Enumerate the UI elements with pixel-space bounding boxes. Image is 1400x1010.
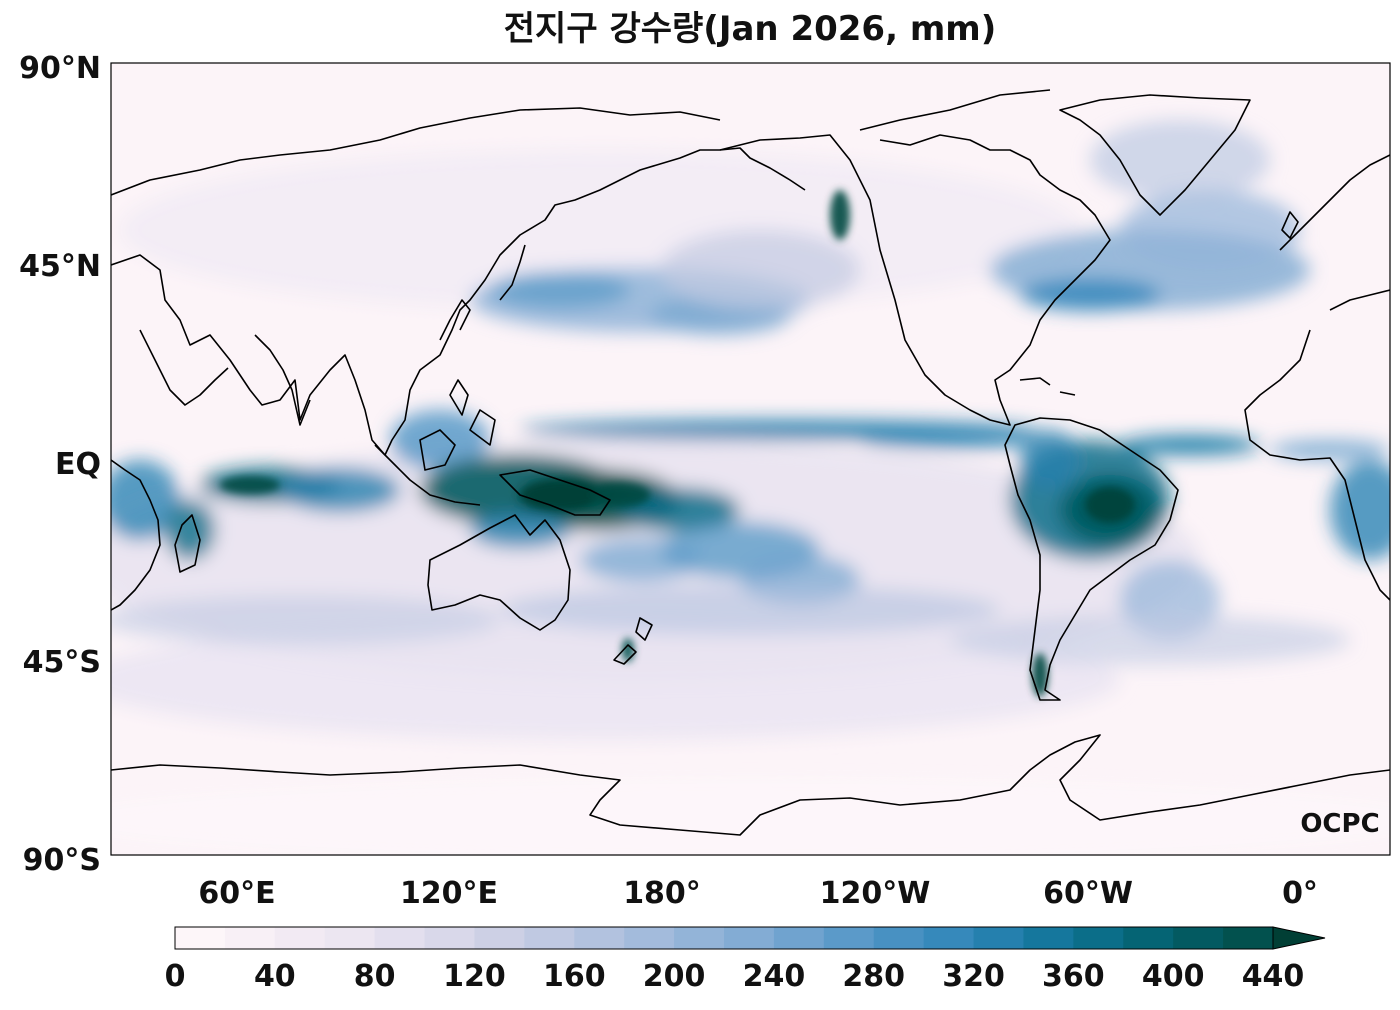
colorbar-segment: [524, 927, 575, 949]
colorbar-segment: [773, 927, 825, 949]
longitude-tick-labels: 60°E 120°E 180° 120°W 60°W 0°: [198, 876, 1318, 911]
colorbar-segment: [624, 927, 675, 949]
colorbar-tick-label: 240: [743, 959, 806, 994]
lat-tick-label: 90°N: [19, 51, 101, 86]
colorbar-segment: [175, 927, 226, 949]
lon-tick-label: 120°W: [820, 876, 931, 911]
coastline-arabia-india: [139, 329, 311, 426]
colorbar-segment: [1023, 927, 1074, 949]
colorbar-segment: [724, 927, 775, 949]
lat-tick-label: 45°S: [23, 645, 101, 680]
colorbar-segment: [324, 927, 376, 949]
colorbar-tick-label: 200: [643, 959, 706, 994]
colorbar-segment: [274, 927, 326, 949]
colorbar-tick-label: 280: [842, 959, 905, 994]
colorbar-segment: [424, 927, 475, 949]
colorbar-segment: [923, 927, 975, 949]
lon-tick-label: 60°E: [198, 876, 275, 911]
colorbar-segment: [1073, 927, 1124, 949]
coastline-north-america: [719, 89, 1111, 426]
colorbar-segment: [1173, 927, 1224, 949]
colorbar-tick-label: 360: [1042, 959, 1105, 994]
lon-tick-label: 180°: [623, 876, 701, 911]
colorbar-segment: [224, 927, 276, 949]
coastline-eurasia: [111, 107, 806, 456]
colorbar-tick-label: 80: [354, 959, 396, 994]
colorbar-segment: [674, 927, 725, 949]
colorbar-tick-label: 400: [1142, 959, 1205, 994]
colorbar-segment: [374, 927, 426, 949]
colorbar-segment: [574, 927, 625, 949]
coastline-madagascar: [174, 514, 201, 573]
lat-tick-label: EQ: [55, 447, 101, 482]
colorbar-tick-label: 160: [543, 959, 606, 994]
coastline-europe: [1279, 154, 1390, 311]
coastline-antarctica: [111, 734, 1390, 836]
colorbar-tick-label: 0: [165, 959, 186, 994]
coastline-australia: [427, 514, 571, 631]
coastline-south-america: [1004, 417, 1179, 701]
colorbar-extend-arrow: [1272, 926, 1326, 950]
coastline-africa: [111, 329, 1390, 611]
map-panel: [111, 63, 1390, 855]
lat-tick-label: 45°N: [19, 249, 101, 284]
colorbar-segment: [474, 927, 525, 949]
coastline-greenland: [1059, 94, 1251, 216]
lon-tick-label: 120°E: [400, 876, 498, 911]
coastline-indonesia: [374, 379, 611, 516]
latitude-tick-labels: 90°N 45°N EQ 45°S 90°S: [19, 51, 101, 878]
map-frame: [110, 62, 1391, 856]
colorbar-segment: [1223, 927, 1274, 949]
coastline-caribbean: [1019, 377, 1076, 396]
colorbar-segment: [823, 927, 875, 949]
colorbar-segment: [973, 927, 1024, 949]
lon-tick-label: 0°: [1282, 876, 1318, 911]
colorbar-tick-label: 440: [1242, 959, 1305, 994]
map-title: 전지구 강수량(Jan 2026, mm): [504, 9, 996, 49]
colorbar-tick-label: 40: [254, 959, 296, 994]
coastline-japan: [439, 244, 526, 341]
colorbar-tick-labels: 0 40 80 120 160 200 240 280 320 360 400 440: [165, 959, 1305, 994]
coastline-new-zealand: [613, 617, 653, 665]
colorbar-tick-label: 120: [443, 959, 506, 994]
colorbar-tick-label: 320: [942, 959, 1005, 994]
lon-tick-label: 60°W: [1043, 876, 1133, 911]
ocpc-logo: OCPC: [1300, 809, 1379, 839]
colorbar-outline: [174, 926, 1274, 950]
colorbar-segment: [1123, 927, 1174, 949]
coastlines: [111, 89, 1390, 836]
lat-tick-label: 90°S: [23, 843, 101, 878]
colorbar-segment: [873, 927, 925, 949]
colorbar: [174, 926, 1326, 950]
